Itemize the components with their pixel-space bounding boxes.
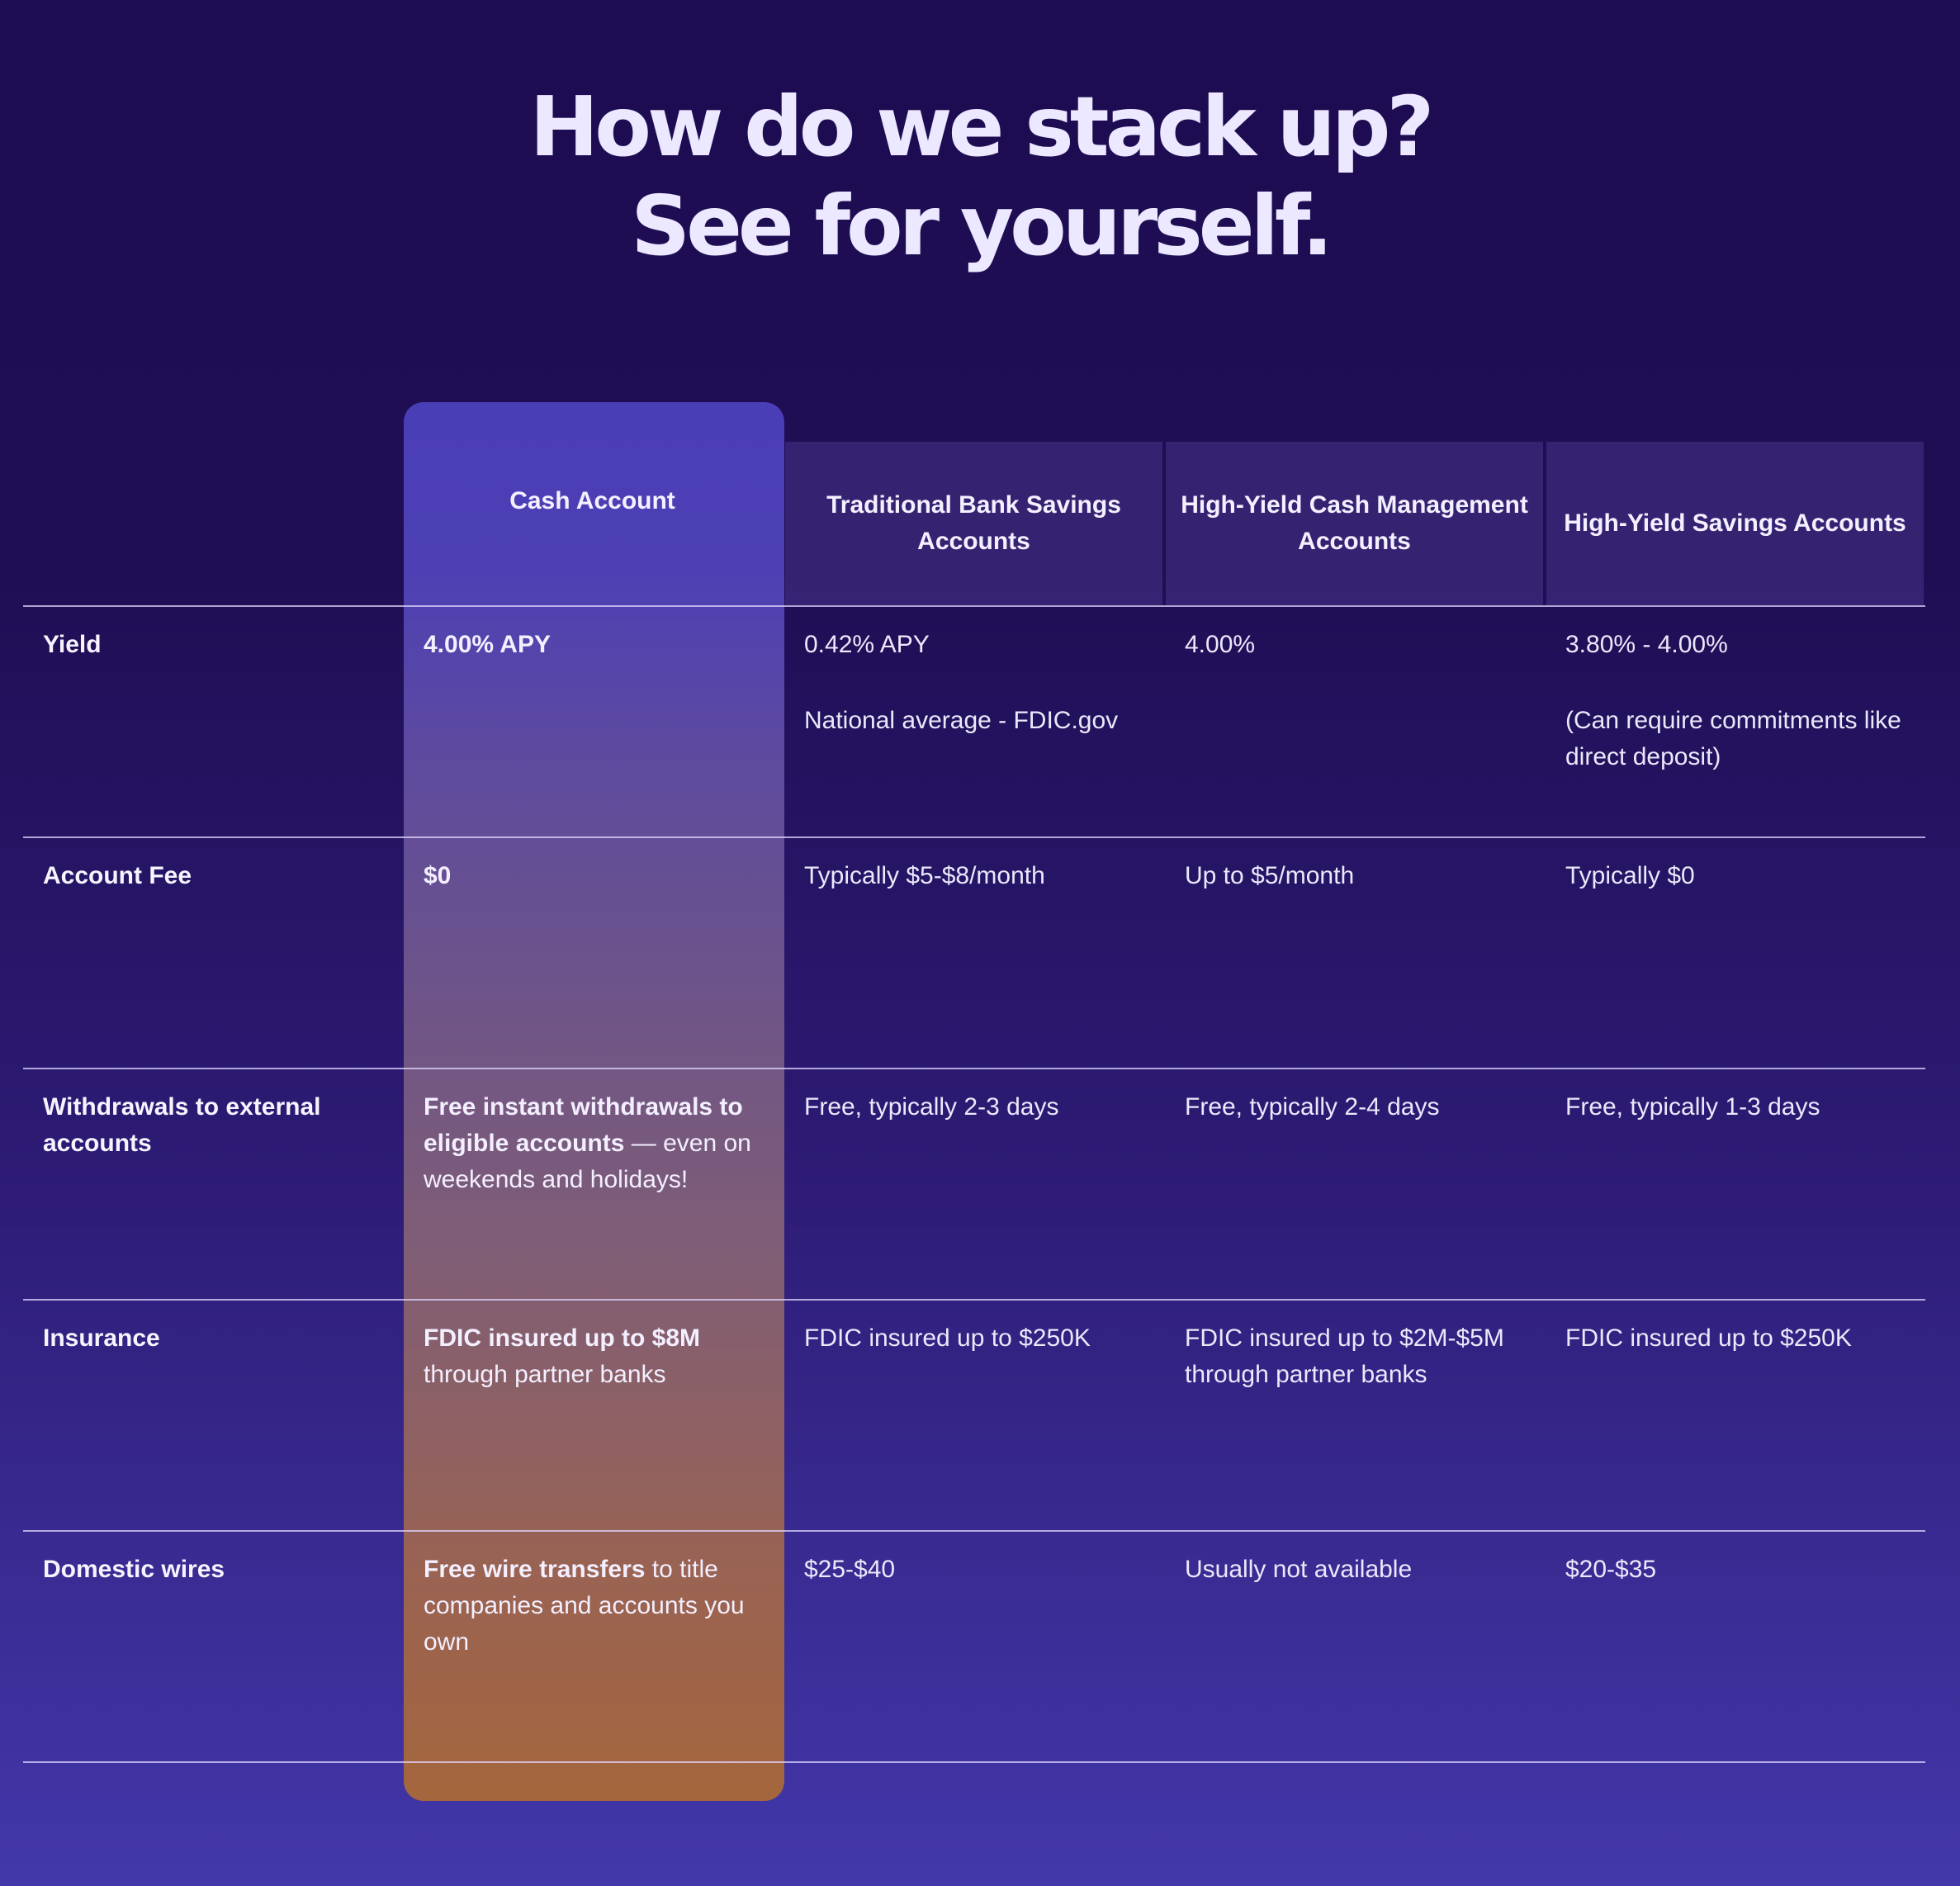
cash-account-highlight-column <box>404 402 784 1801</box>
cash-account-wires: Free wire transfers to title companies a… <box>424 1552 770 1661</box>
traditional-fee: Typically $5-$8/month <box>804 862 1045 889</box>
traditional-yield-note: National average - FDIC.gov <box>804 707 1119 734</box>
savings-yield: 3.80% - 4.00% (Can require commitments l… <box>1565 627 1912 775</box>
row-divider <box>23 1530 1925 1532</box>
headline-line-2: See for yourself. <box>631 178 1333 274</box>
row-label-yield: Yield <box>43 631 102 658</box>
cash-management-insurance: FDIC insured up to $2M-$5M through partn… <box>1185 1324 1504 1388</box>
headline-line-1: How do we stack up? <box>529 78 1435 175</box>
row-label-withdrawals: Withdrawals to external accounts <box>43 1093 321 1157</box>
cash-account-fee: $0 <box>424 858 770 894</box>
cash-management-withdrawals: Free, typically 2-4 days <box>1185 1093 1440 1121</box>
column-header-cash-account: Cash Account <box>509 487 675 514</box>
savings-yield-value: 3.80% - 4.00% <box>1565 631 1728 658</box>
traditional-yield-value: 0.42% APY <box>804 631 930 658</box>
row-divider <box>23 605 1925 607</box>
cash-account-withdrawals-highlight: Free instant withdrawals to eligible acc… <box>424 1093 743 1157</box>
cash-management-fee: Up to $5/month <box>1185 862 1355 889</box>
row-divider <box>23 1068 1925 1069</box>
cash-account-insurance: FDIC insured up to $8M through partner b… <box>424 1320 770 1393</box>
traditional-wires: $25-$40 <box>804 1556 896 1583</box>
cash-account-wires-detail: to title companies and accounts you own <box>424 1556 745 1656</box>
comparison-table: Cash Account Traditional Bank Savings Ac… <box>23 402 1925 1801</box>
cash-account-yield: 4.00% APY <box>424 627 770 663</box>
row-label-domestic-wires: Domestic wires <box>43 1556 225 1583</box>
cash-management-wires: Usually not available <box>1185 1556 1413 1583</box>
traditional-yield: 0.42% APY National average - FDIC.gov <box>804 627 1151 739</box>
cash-account-withdrawals: Free instant withdrawals to eligible acc… <box>424 1089 770 1198</box>
cash-account-insurance-detail: through partner banks <box>424 1361 666 1388</box>
row-divider <box>23 1761 1925 1763</box>
cash-management-yield: 4.00% <box>1185 631 1256 658</box>
traditional-insurance: FDIC insured up to $250K <box>804 1324 1091 1352</box>
cash-account-insurance-highlight: FDIC insured up to $8M <box>424 1324 701 1352</box>
row-label-insurance: Insurance <box>43 1324 160 1352</box>
column-header-traditional-bank: Traditional Bank Savings Accounts <box>785 442 1162 605</box>
row-divider <box>23 836 1925 838</box>
savings-fee: Typically $0 <box>1565 862 1695 889</box>
cash-account-wires-highlight: Free wire transfers <box>424 1556 646 1583</box>
column-header-savings-accounts: High-Yield Savings Accounts <box>1546 442 1924 605</box>
cash-account-fee-value: $0 <box>424 862 452 889</box>
cash-account-yield-value: 4.00% APY <box>424 631 551 658</box>
traditional-withdrawals: Free, typically 2-3 days <box>804 1093 1059 1121</box>
page-title: How do we stack up? See for yourself. <box>0 78 1960 276</box>
savings-yield-note: (Can require commitments like direct dep… <box>1565 707 1901 770</box>
row-divider <box>23 1299 1925 1301</box>
savings-withdrawals: Free, typically 1-3 days <box>1565 1093 1820 1121</box>
cash-account-withdrawals-detail: — even on weekends and holidays! <box>424 1130 751 1193</box>
row-label-account-fee: Account Fee <box>43 862 192 889</box>
column-header-cash-management: High-Yield Cash Management Accounts <box>1166 442 1543 605</box>
savings-insurance: FDIC insured up to $250K <box>1565 1324 1852 1352</box>
savings-wires: $20-$35 <box>1565 1556 1657 1583</box>
